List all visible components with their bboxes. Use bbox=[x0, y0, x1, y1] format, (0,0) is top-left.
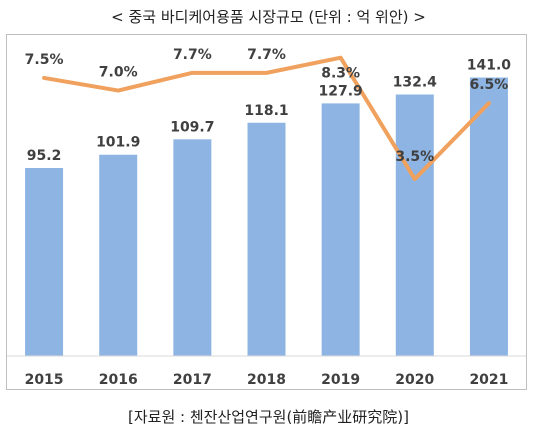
rate-label-2015: 7.5% bbox=[25, 52, 64, 68]
x-tick-label-2019: 2019 bbox=[321, 372, 360, 388]
bar-value-label-2019: 127.9 bbox=[318, 83, 362, 99]
rate-label-2019: 8.3% bbox=[321, 66, 360, 82]
chart-frame bbox=[6, 34, 527, 390]
bar-value-label-2015: 95.2 bbox=[27, 148, 62, 164]
bar-value-label-2017: 109.7 bbox=[170, 119, 214, 135]
x-tick-label-2021: 2021 bbox=[469, 372, 508, 388]
x-tick-label-2016: 2016 bbox=[99, 372, 138, 388]
chart-title: < 중국 바디케어용품 시장규모 (단위 : 억 위안) > bbox=[111, 8, 426, 26]
x-tick-label-2020: 2020 bbox=[395, 372, 434, 388]
bar-2016 bbox=[99, 154, 138, 356]
x-tick-label-2015: 2015 bbox=[25, 372, 64, 388]
bar-value-label-2020: 132.4 bbox=[393, 75, 438, 91]
bar-2021 bbox=[469, 77, 508, 357]
bar-2019 bbox=[321, 103, 360, 357]
bar-2017 bbox=[173, 139, 212, 356]
source-caption: [자료원 : 첸잔산업연구원(前瞻产业研究院)] bbox=[128, 408, 409, 426]
growth-rate-line bbox=[42, 55, 491, 182]
rate-label-2018: 7.7% bbox=[247, 47, 286, 63]
bar-value-label-2016: 101.9 bbox=[96, 135, 140, 151]
bar-value-label-2018: 118.1 bbox=[244, 103, 288, 119]
chart: 95.2 101.9 109.7 118.1 127.9 132.4 141.0 7.5% 7.… bbox=[7, 47, 526, 388]
bar-2015 bbox=[25, 167, 64, 356]
x-tick-label-2017: 2017 bbox=[173, 372, 212, 388]
rate-label-2016: 7.0% bbox=[99, 65, 138, 81]
x-tick-label-2018: 2018 bbox=[247, 372, 286, 388]
bar-2020 bbox=[395, 94, 434, 356]
bar-2018 bbox=[247, 122, 286, 356]
rate-label-2020: 3.5% bbox=[395, 149, 434, 165]
rate-label-2021: 6.5% bbox=[470, 77, 509, 93]
bar-value-label-2021: 141.0 bbox=[467, 58, 512, 74]
rate-label-2017: 7.7% bbox=[173, 47, 212, 63]
